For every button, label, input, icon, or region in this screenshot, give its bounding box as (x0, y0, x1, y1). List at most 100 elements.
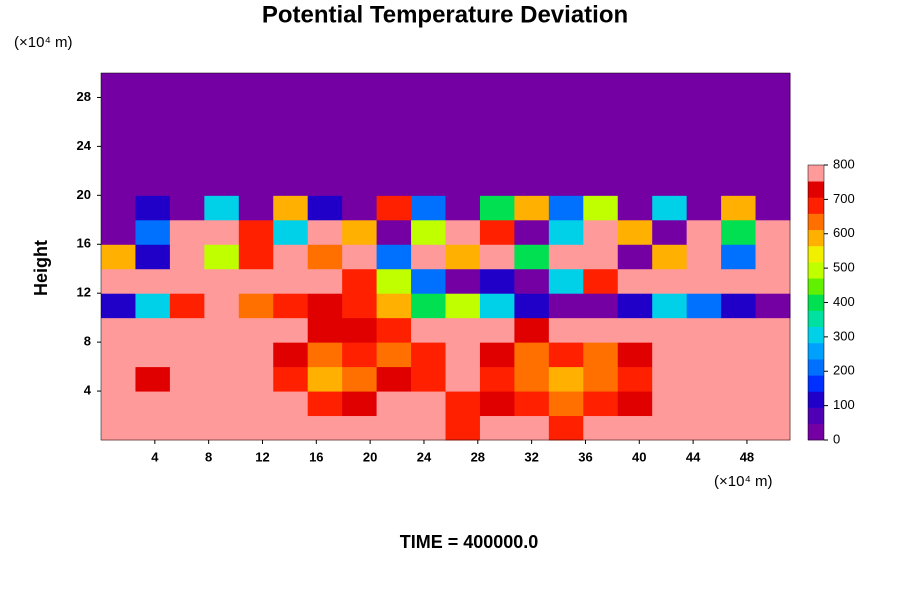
field-cell (583, 219, 619, 245)
field-cell (307, 268, 343, 294)
field-cell (411, 73, 446, 98)
field-cell (169, 170, 205, 196)
field-cell (755, 73, 791, 98)
field-cell (307, 195, 343, 221)
field-cell (755, 366, 791, 392)
field-cell (238, 366, 274, 392)
field-cell (135, 317, 171, 343)
x-tick-label: 36 (578, 449, 592, 464)
field-cell (479, 342, 515, 368)
field-cell (445, 415, 481, 441)
field-cell (204, 244, 240, 270)
x-tick-label: 44 (686, 449, 701, 464)
field-cell (307, 97, 343, 123)
field-cell (583, 244, 619, 270)
field-cell (307, 244, 343, 270)
field-cell (617, 366, 653, 392)
field-cell (204, 73, 240, 98)
field-cell (445, 317, 481, 343)
field-cell (101, 293, 136, 319)
field-cell (376, 391, 412, 417)
field-cell (479, 244, 515, 270)
field-cell (686, 415, 722, 441)
field-cell (135, 195, 171, 221)
field-cell (376, 244, 412, 270)
field-cell (755, 170, 791, 196)
field-cell (238, 244, 274, 270)
field-cell (169, 219, 205, 245)
field-cell (135, 121, 171, 147)
field-cell (617, 293, 653, 319)
field-cell (514, 73, 550, 98)
field-cell (583, 73, 619, 98)
field-cell (204, 415, 240, 441)
field-cell (204, 293, 240, 319)
x-unit: (×10⁴ m) (714, 473, 773, 490)
field-cell (583, 146, 619, 172)
field-cell (101, 342, 136, 368)
field-cell (514, 317, 550, 343)
colorbar-label: 400 (833, 294, 855, 309)
field-cell (548, 97, 584, 123)
field-cell (376, 121, 412, 147)
field-cell (238, 97, 274, 123)
field-cell (238, 415, 274, 441)
field-cell (204, 121, 240, 147)
field-cell (755, 146, 791, 172)
field-cell (686, 121, 722, 147)
field-cell (135, 366, 171, 392)
field-cell (583, 121, 619, 147)
field-cell (583, 415, 619, 441)
field-cell (376, 170, 412, 196)
field-cell (686, 97, 722, 123)
colorbar-band (808, 197, 824, 214)
field-cell (273, 146, 309, 172)
field-cell (617, 97, 653, 123)
field-cell (583, 293, 619, 319)
field-cell (101, 219, 136, 245)
field-cell (445, 268, 481, 294)
field-cell (514, 121, 550, 147)
field-cell (548, 317, 584, 343)
colorbar-band (808, 326, 824, 344)
field-cell (238, 121, 274, 147)
field-cell (479, 366, 515, 392)
field-cell (721, 342, 757, 368)
field-cell (342, 317, 378, 343)
field-cell (617, 195, 653, 221)
field-cell (273, 219, 309, 245)
field-cell (514, 195, 550, 221)
y-unit: (×10⁴ m) (14, 34, 73, 51)
field-cell (686, 342, 722, 368)
field-cell (514, 293, 550, 319)
colorbar-band (808, 423, 824, 441)
field-cell (548, 195, 584, 221)
field-cell (342, 293, 378, 319)
field-cell (652, 415, 688, 441)
field-cell (686, 146, 722, 172)
field-cell (548, 293, 584, 319)
field-cell (101, 97, 136, 123)
field-cell (514, 342, 550, 368)
field-cell (721, 415, 757, 441)
field-cell (652, 268, 688, 294)
field-cell (342, 121, 378, 147)
field-cell (445, 121, 481, 147)
field-cell (411, 415, 446, 441)
field-cell (273, 170, 309, 196)
y-tick-label: 24 (77, 138, 92, 153)
field-cell (204, 268, 240, 294)
field-cell (342, 219, 378, 245)
field-cell (342, 391, 378, 417)
field-cell (686, 219, 722, 245)
field-cell (238, 391, 274, 417)
field-cell (686, 317, 722, 343)
field-cell (411, 268, 446, 294)
field-cell (583, 195, 619, 221)
field-cell (238, 268, 274, 294)
field-cell (479, 391, 515, 417)
field-cell (411, 170, 446, 196)
field-cell (342, 170, 378, 196)
field-cell (376, 317, 412, 343)
